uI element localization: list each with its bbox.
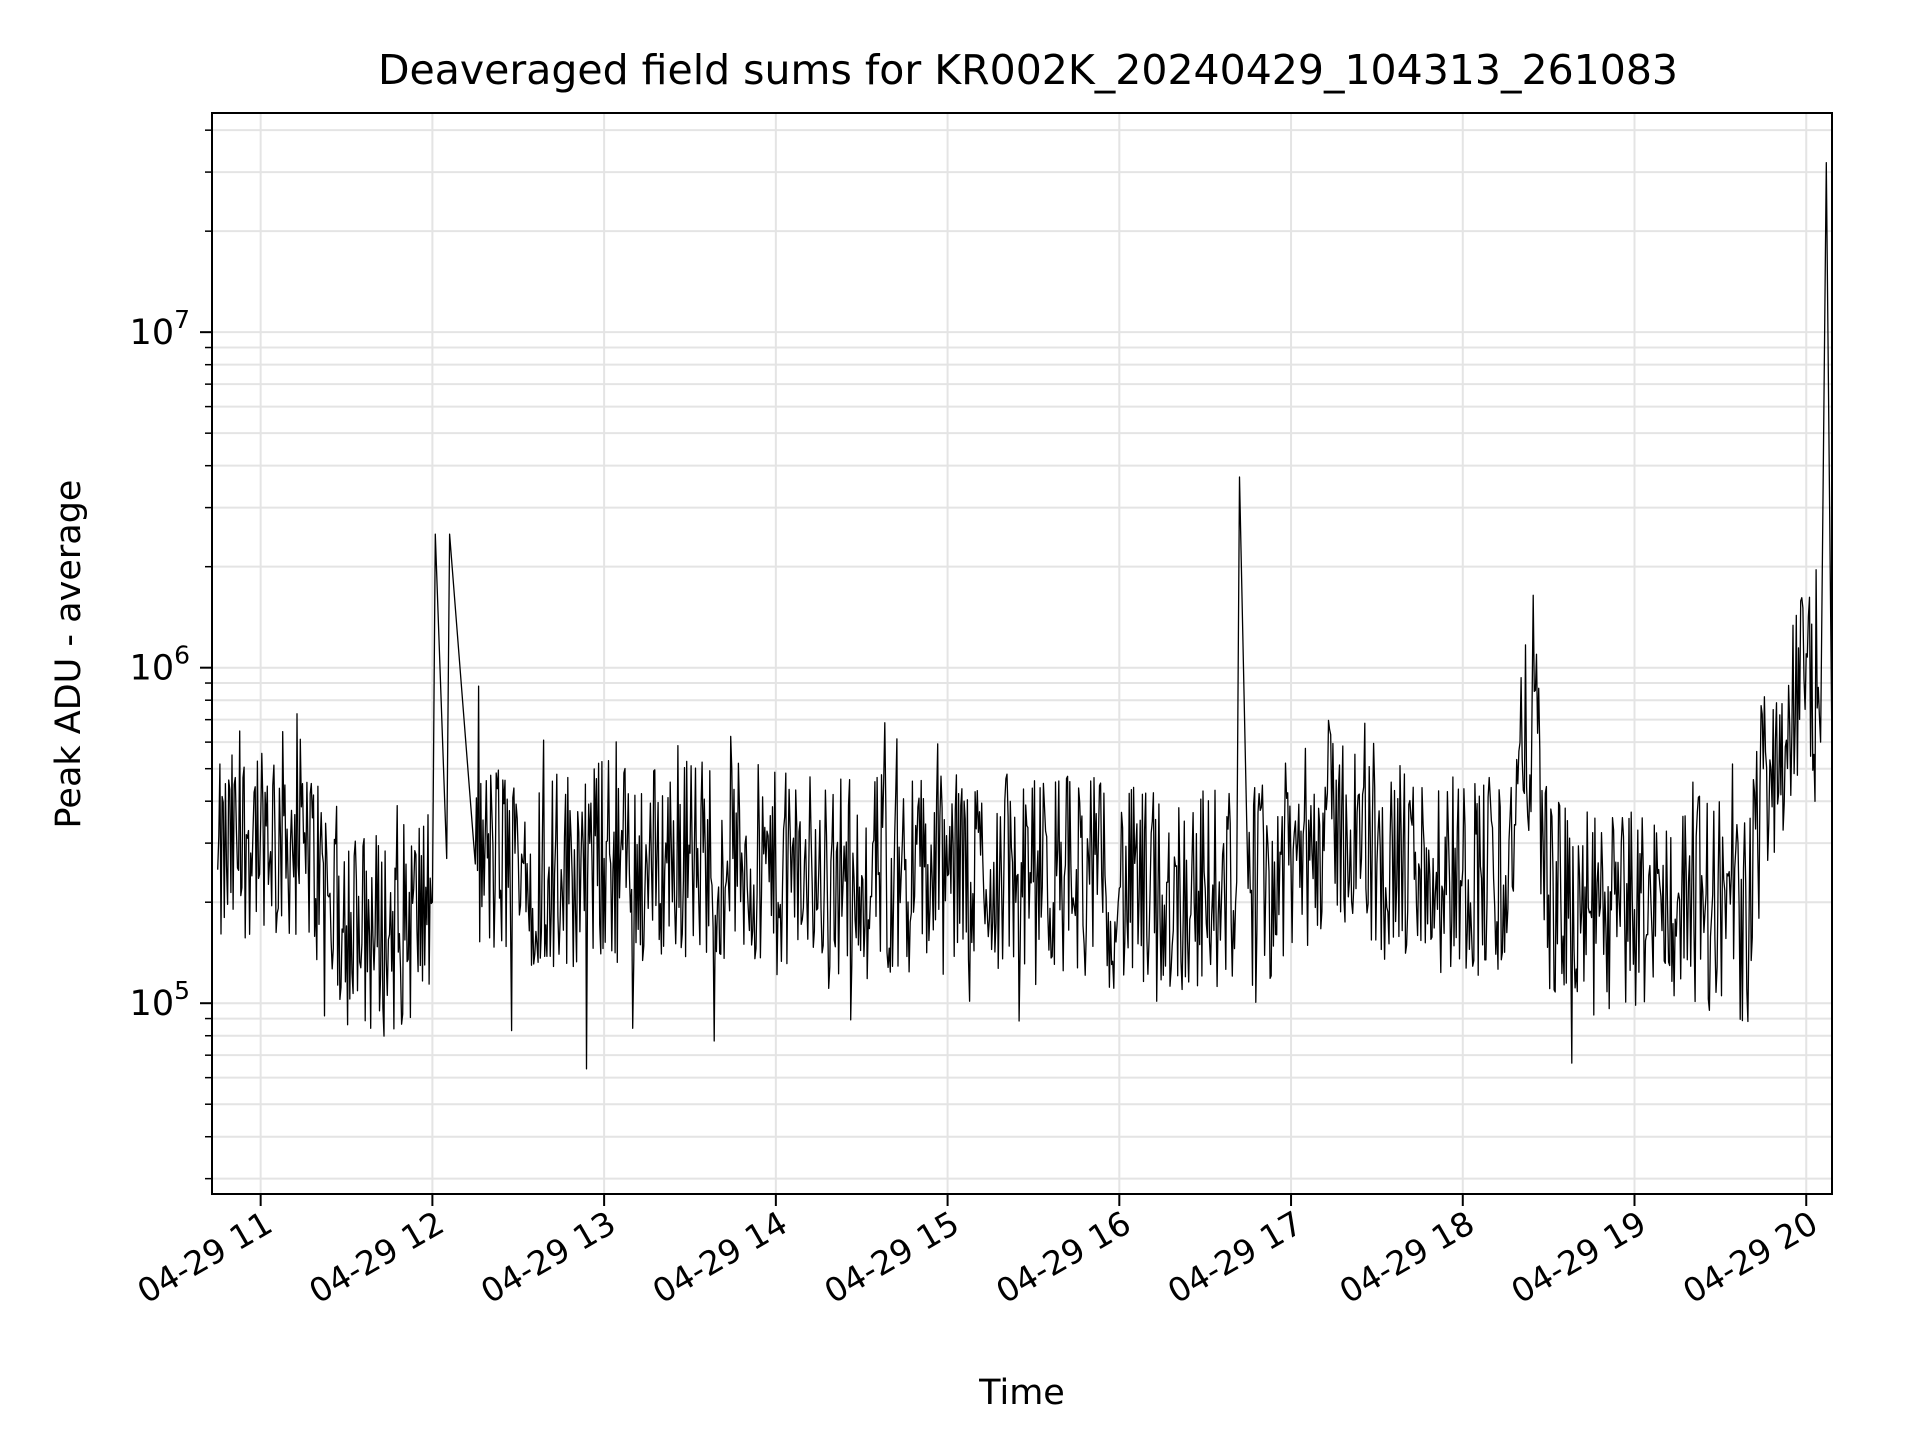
x-axis-label: Time bbox=[978, 1373, 1065, 1413]
y-tick-label: 106 bbox=[130, 641, 190, 689]
x-tick-label: 04-29 14 bbox=[646, 1203, 794, 1311]
x-tick-label: 04-29 18 bbox=[1333, 1203, 1481, 1311]
x-axis: 04-29 11 04-29 12 04-29 13 04-29 14 04-29 15… bbox=[131, 1194, 1824, 1311]
x-tick-label: 04-29 11 bbox=[131, 1203, 279, 1311]
y-tick-label: 107 bbox=[130, 305, 190, 353]
x-tick-label: 04-29 16 bbox=[989, 1203, 1137, 1311]
x-tick-label: 04-29 13 bbox=[474, 1203, 622, 1311]
series-line bbox=[217, 162, 1833, 1070]
y-axis-label: Peak ADU - average bbox=[49, 480, 89, 829]
x-tick-label: 04-29 19 bbox=[1505, 1203, 1653, 1311]
y-axis: 105 106 107 bbox=[130, 129, 212, 1180]
x-tick-label: 04-29 17 bbox=[1161, 1203, 1309, 1311]
x-tick-label: 04-29 20 bbox=[1676, 1203, 1824, 1311]
plot-line bbox=[217, 162, 1833, 1070]
grid bbox=[212, 113, 1832, 1194]
x-tick-label: 04-29 15 bbox=[818, 1203, 966, 1311]
plot-area bbox=[211, 112, 1833, 1195]
chart-title: Deaveraged field sums for KR002K_2024042… bbox=[378, 46, 1678, 94]
x-tick-label: 04-29 12 bbox=[302, 1203, 450, 1311]
y-tick-label: 105 bbox=[130, 976, 190, 1024]
